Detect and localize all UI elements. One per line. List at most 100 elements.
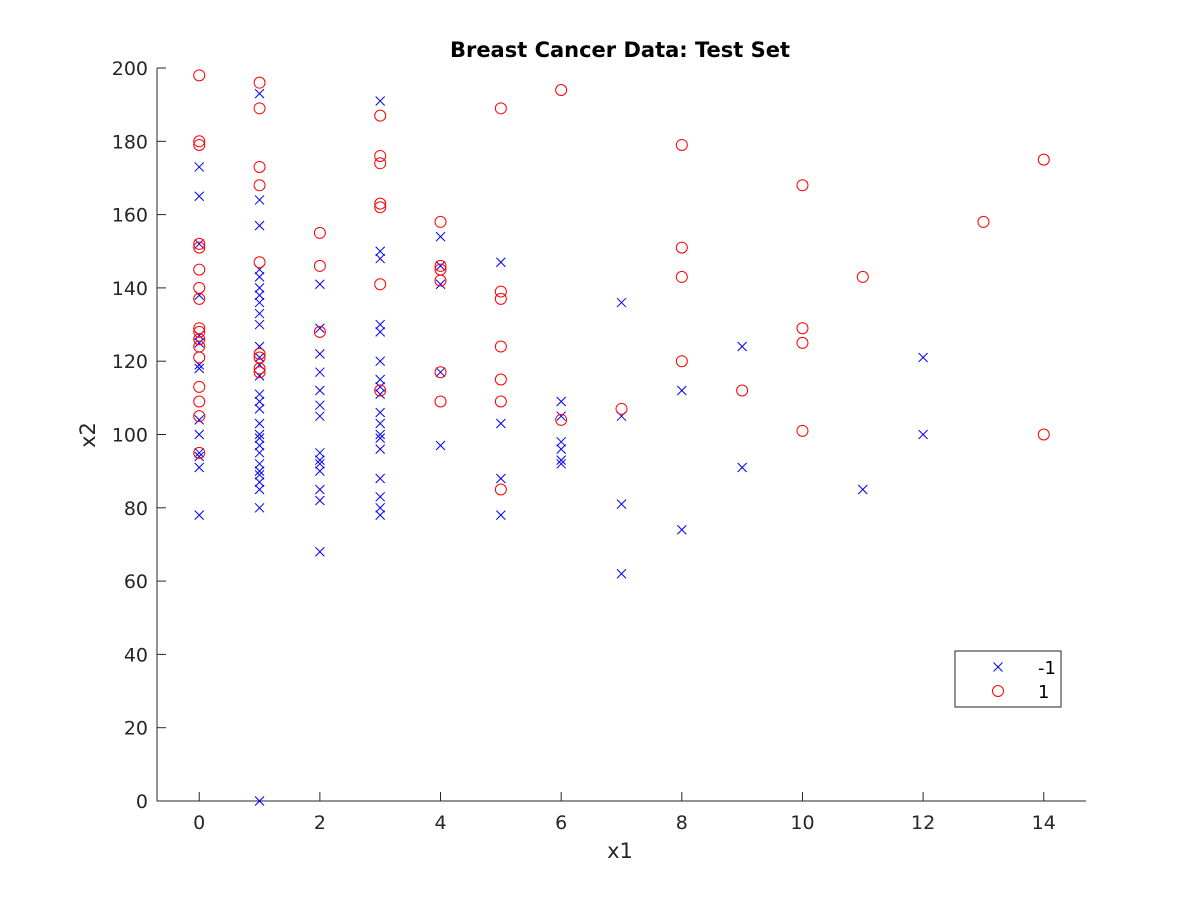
data-point-1 — [193, 410, 206, 423]
data-point-1 — [675, 241, 688, 254]
data-point-neg1 — [556, 458, 567, 469]
data-point-neg1 — [315, 367, 325, 378]
data-point-neg1 — [918, 352, 928, 363]
x-tick-label: 2 — [314, 812, 326, 834]
data-point-neg1 — [375, 253, 386, 264]
x-axis-label: x1 — [607, 839, 633, 863]
data-point-neg1 — [435, 440, 446, 451]
data-point-1 — [434, 366, 447, 379]
data-point-neg1 — [254, 418, 265, 429]
data-point-neg1 — [315, 484, 325, 495]
data-point-1 — [374, 109, 387, 122]
data-point-1 — [374, 278, 387, 291]
data-point-1 — [615, 402, 628, 415]
data-point-1 — [374, 384, 387, 397]
data-point-neg1 — [254, 88, 265, 99]
data-point-neg1 — [254, 290, 265, 301]
data-point-1 — [313, 325, 326, 338]
data-point-neg1 — [254, 458, 265, 469]
data-point-neg1 — [194, 447, 205, 458]
data-point-neg1 — [254, 272, 265, 282]
data-point-1 — [494, 395, 507, 408]
data-point-neg1 — [495, 473, 506, 484]
data-point-neg1 — [435, 261, 446, 271]
data-point-neg1 — [254, 447, 265, 458]
data-point-neg1 — [315, 546, 325, 557]
data-point-1 — [193, 135, 206, 148]
x-tick-label: 8 — [676, 812, 688, 834]
legend-box — [954, 650, 1062, 708]
data-point-neg1 — [194, 191, 205, 202]
data-point-neg1 — [375, 429, 386, 440]
data-point-1 — [434, 274, 447, 287]
data-point-1 — [555, 83, 568, 96]
y-tick-label: 180 — [112, 131, 148, 153]
data-point-neg1 — [194, 414, 205, 425]
data-point-1 — [434, 259, 447, 272]
data-point-1 — [193, 241, 206, 254]
x-tick-label: 0 — [193, 812, 205, 834]
legend-marker-x-shape — [993, 662, 1003, 672]
x-tick-label: 4 — [434, 812, 446, 834]
y-tick-label: 80 — [124, 498, 148, 520]
data-point-neg1 — [918, 429, 928, 440]
data-point-neg1 — [375, 510, 386, 520]
y-tick-label: 160 — [112, 205, 148, 227]
data-point-1 — [494, 292, 507, 305]
data-point-1 — [193, 69, 206, 82]
data-point-neg1 — [254, 389, 265, 400]
data-point-neg1 — [495, 418, 506, 429]
data-point-neg1 — [616, 499, 627, 509]
data-point-neg1 — [194, 162, 205, 172]
data-point-neg1 — [194, 462, 205, 473]
data-point-1 — [253, 76, 266, 89]
data-point-neg1 — [315, 455, 325, 466]
data-point-neg1 — [194, 510, 205, 520]
data-point-neg1 — [254, 396, 265, 407]
data-point-neg1 — [375, 96, 386, 106]
data-point-neg1 — [375, 473, 386, 484]
data-point-neg1 — [375, 433, 386, 444]
y-tick-label: 20 — [124, 718, 148, 740]
data-point-neg1 — [315, 279, 325, 290]
marks-layer — [193, 69, 1050, 806]
data-point-1 — [193, 325, 206, 338]
data-point-neg1 — [254, 195, 265, 205]
data-point-1 — [494, 373, 507, 386]
data-point-neg1 — [315, 400, 325, 411]
y-tick-label: 140 — [112, 278, 148, 300]
data-point-neg1 — [254, 429, 265, 440]
data-point-neg1 — [616, 568, 627, 579]
data-point-neg1 — [254, 352, 265, 363]
data-point-neg1 — [857, 484, 868, 495]
data-point-1 — [736, 384, 749, 397]
data-point-1 — [374, 149, 387, 162]
data-point-1 — [313, 226, 326, 239]
y-tick-label: 60 — [124, 571, 148, 593]
data-point-1 — [253, 256, 266, 269]
data-point-1 — [796, 179, 809, 192]
data-point-1 — [193, 263, 206, 276]
data-point-neg1 — [194, 363, 205, 374]
legend-label-neg1: -1 — [1038, 658, 1056, 679]
data-point-neg1 — [194, 338, 205, 348]
data-point-1 — [675, 138, 688, 151]
data-point-neg1 — [315, 447, 325, 458]
data-point-1 — [193, 138, 206, 151]
data-point-neg1 — [375, 389, 386, 400]
data-point-1 — [253, 102, 266, 115]
data-point-neg1 — [254, 319, 265, 330]
data-point-1 — [796, 336, 809, 349]
legend-label-1: 1 — [1038, 682, 1049, 703]
data-point-neg1 — [254, 440, 265, 451]
data-point-1 — [434, 215, 447, 228]
data-point-1 — [494, 483, 507, 496]
data-point-neg1 — [375, 444, 386, 455]
data-point-1 — [494, 102, 507, 115]
data-point-neg1 — [556, 411, 567, 422]
y-axis-label: x2 — [76, 422, 100, 448]
data-point-1 — [434, 395, 447, 408]
